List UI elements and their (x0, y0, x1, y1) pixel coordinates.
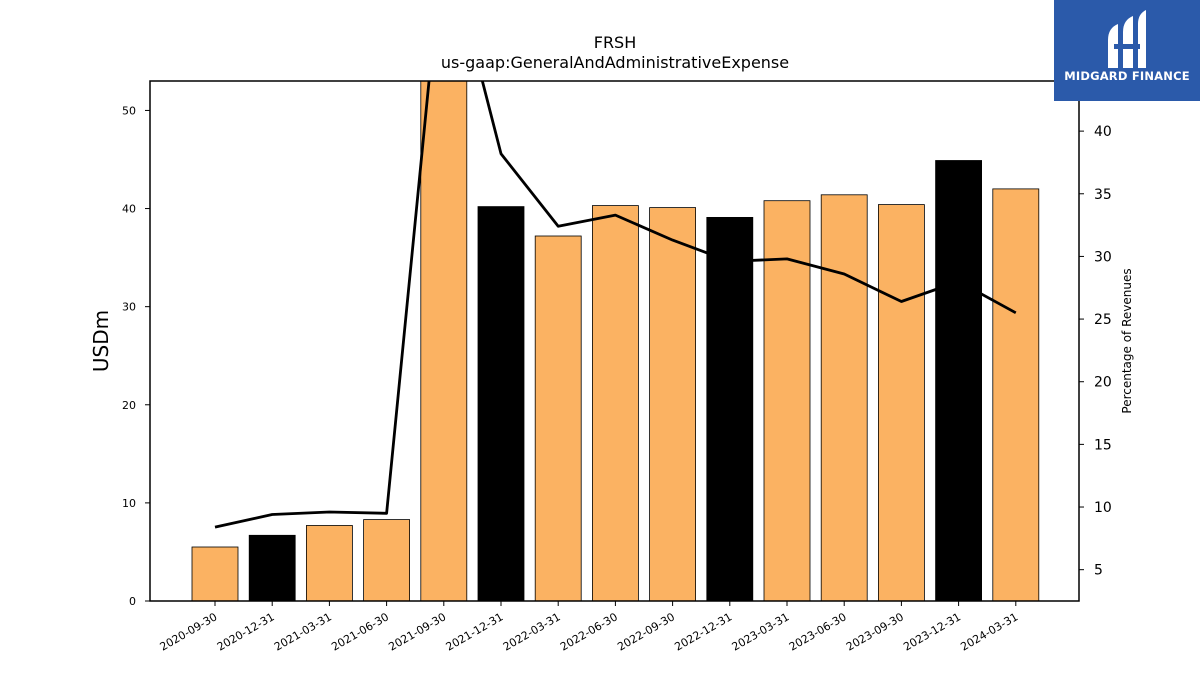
bar-2023-03-31 (763, 200, 811, 601)
y2-tick-label: 40 (1094, 124, 1112, 140)
y2-tick-label: 25 (1094, 312, 1112, 328)
x-tick-label: 2020-09-30 (158, 610, 220, 653)
y2-tick-label: 5 (1094, 563, 1103, 579)
x-tick-label: 2022-09-30 (615, 610, 677, 653)
y-tick-label: 30 (122, 301, 136, 314)
bar-2020-12-31 (248, 534, 296, 601)
y-axis-label: USDm (89, 310, 113, 372)
y2-tick-label: 10 (1094, 500, 1112, 516)
bar-2023-12-31 (935, 160, 982, 601)
x-tick-label: 2023-12-31 (901, 610, 963, 653)
y-axis-left: 0 10 20 30 40 50 (122, 104, 150, 608)
y2-tick-label: 35 (1094, 187, 1112, 203)
bar-2021-09-30 (420, 81, 468, 601)
bar-2022-03-31 (534, 235, 582, 601)
x-tick-label: 2023-03-31 (730, 610, 792, 653)
logo-text: MIDGARD FINANCE (1064, 69, 1190, 83)
bar-2020-09-30 (191, 546, 239, 601)
bar-2021-03-31 (305, 525, 353, 601)
bar-2023-06-30 (820, 194, 868, 601)
midgard-logo-icon (1108, 10, 1146, 68)
plot-frame (149, 80, 1080, 602)
bar-2022-12-31 (706, 216, 754, 601)
x-tick-label: 2021-12-31 (444, 610, 506, 653)
x-tick-label: 2021-09-30 (386, 610, 448, 653)
y2-tick-label: 30 (1094, 249, 1112, 265)
y-axis-right: 5 10 15 20 25 30 35 40 (1079, 124, 1112, 579)
x-tick-label: 2023-06-30 (787, 610, 849, 653)
y2-tick-label: 15 (1094, 437, 1112, 453)
x-axis: 2020-09-302020-12-312021-03-312021-06-30… (158, 601, 1020, 654)
x-tick-label: 2021-03-31 (272, 610, 334, 653)
bar-2023-09-30 (878, 204, 925, 601)
y2-axis-label: Percentage of Revenues (1120, 268, 1134, 413)
bar-2021-12-31 (477, 206, 525, 601)
line-series (214, 81, 1017, 529)
x-tick-label: 2022-03-31 (501, 610, 563, 653)
bar-2024-03-31 (992, 188, 1040, 601)
bar-2022-06-30 (592, 205, 639, 601)
y-tick-label: 20 (122, 399, 136, 412)
bar-series (191, 81, 1040, 601)
chart-title: FRSH (594, 33, 637, 52)
y-tick-label: 0 (129, 595, 136, 608)
y-tick-label: 50 (122, 104, 136, 117)
x-tick-label: 2024-03-31 (958, 610, 1020, 653)
x-tick-label: 2020-12-31 (215, 610, 277, 653)
chart-subtitle: us-gaap:GeneralAndAdministrativeExpense (441, 53, 789, 72)
y-tick-label: 40 (122, 203, 136, 216)
x-tick-label: 2022-06-30 (558, 610, 620, 653)
bar-2021-06-30 (363, 519, 411, 601)
y2-tick-label: 20 (1094, 375, 1112, 391)
midgard-finance-logo: MIDGARD FINANCE (1054, 0, 1200, 101)
x-tick-label: 2021-06-30 (329, 610, 391, 653)
y-tick-label: 10 (122, 497, 136, 510)
x-tick-label: 2023-09-30 (844, 610, 906, 653)
bar-2022-09-30 (649, 207, 696, 601)
line-percentage-of-revenues (214, 81, 1017, 529)
x-tick-label: 2022-12-31 (672, 610, 734, 653)
